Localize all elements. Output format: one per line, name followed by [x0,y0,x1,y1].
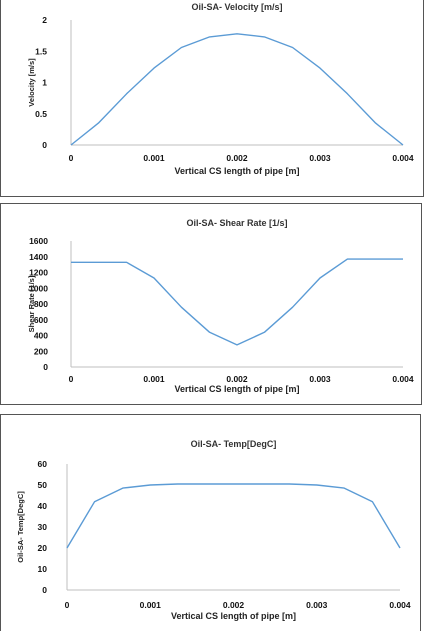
shear-rate-x-tick-label: 0.001 [143,374,165,384]
shear-rate-y-tick-label: 1400 [29,252,48,262]
temperature-chart: Oil-SA- Temp[DegC] 0 10 20 30 40 50 60 0 0.001 0.0… [16,439,411,621]
shear-rate-y-tick-label: 0 [43,362,48,372]
shear-rate-series-line [71,258,403,346]
temperature-y-axis-label: Oil-SA- Temp[DegC] [16,491,25,563]
temperature-x-tick-label: 0 [65,600,70,610]
temperature-y-tick-label: 40 [38,501,48,511]
velocity-x-tick-label: 0.003 [309,153,331,163]
velocity-y-tick-label: 0 [42,140,47,150]
velocity-chart-title: Oil-SA- Velocity [m/s] [191,2,282,12]
temperature-series-line [66,483,401,549]
shear-rate-y-tick-label: 200 [34,346,48,356]
temperature-y-tick-label: 30 [38,522,48,532]
velocity-x-axis-label: Vertical CS length of pipe [m] [174,166,299,176]
temperature-y-tick-label: 0 [42,585,47,595]
shear-rate-y-tick-label: 1200 [29,268,48,278]
temperature-y-tick-label: 20 [38,543,48,553]
velocity-y-tick-label: 1.5 [35,46,47,56]
shear-rate-chart: Oil-SA- Shear Rate [1/s] 0 200 400 600 800 100… [27,218,414,394]
velocity-y-tick-label: 1 [42,78,47,88]
temperature-y-tick-label: 50 [38,480,48,490]
temperature-y-tick-label: 10 [38,564,48,574]
shear-rate-x-axis-label: Vertical CS length of pipe [m] [174,384,299,394]
temperature-chart-panel: Oil-SA- Temp[DegC] 0 10 20 30 40 50 60 0 0.001 0.0… [0,414,421,631]
shear-rate-y-axis-label: Shear Rate [1/s] [27,275,36,332]
shear-rate-chart-title: Oil-SA- Shear Rate [1/s] [186,218,287,228]
velocity-chart-panel: Oil-SA- Velocity [m/s] 0 0.5 1 1.5 2 0 0.001 0.0… [0,0,424,197]
velocity-x-tick-label: 0.001 [143,153,165,163]
shear-rate-chart-panel: Oil-SA- Shear Rate [1/s] 0 200 400 600 800 100… [0,203,422,405]
velocity-y-tick-label: 2 [42,15,47,25]
velocity-x-tick-label: 0 [69,153,74,163]
temperature-x-tick-label: 0.001 [140,600,162,610]
shear-rate-x-tick-label: 0.004 [392,374,414,384]
velocity-y-tick-label: 0.5 [35,109,47,119]
shear-rate-y-tick-label: 1600 [29,236,48,246]
shear-rate-y-tick-label: 400 [34,331,48,341]
shear-rate-y-tick-label: 600 [34,315,48,325]
shear-rate-x-tick-label: 0 [69,374,74,384]
shear-rate-x-tick-label: 0.002 [226,374,248,384]
velocity-x-tick-label: 0.004 [392,153,414,163]
temperature-x-tick-label: 0.002 [223,600,245,610]
velocity-series-line [70,33,404,146]
temperature-x-tick-label: 0.003 [306,600,328,610]
velocity-x-tick-label: 0.002 [226,153,248,163]
shear-rate-y-tick-label: 1000 [29,283,48,293]
velocity-chart: Oil-SA- Velocity [m/s] 0 0.5 1 1.5 2 0 0.001 0.0… [27,2,414,176]
velocity-y-axis-label: Velocity [m/s] [27,58,36,107]
shear-rate-x-tick-label: 0.003 [309,374,331,384]
temperature-chart-title: Oil-SA- Temp[DegC] [191,439,277,449]
shear-rate-y-tick-label: 800 [34,299,48,309]
temperature-y-tick-label: 60 [38,459,48,469]
temperature-x-axis-label: Vertical CS length of pipe [m] [171,611,296,621]
temperature-x-tick-label: 0.004 [389,600,411,610]
